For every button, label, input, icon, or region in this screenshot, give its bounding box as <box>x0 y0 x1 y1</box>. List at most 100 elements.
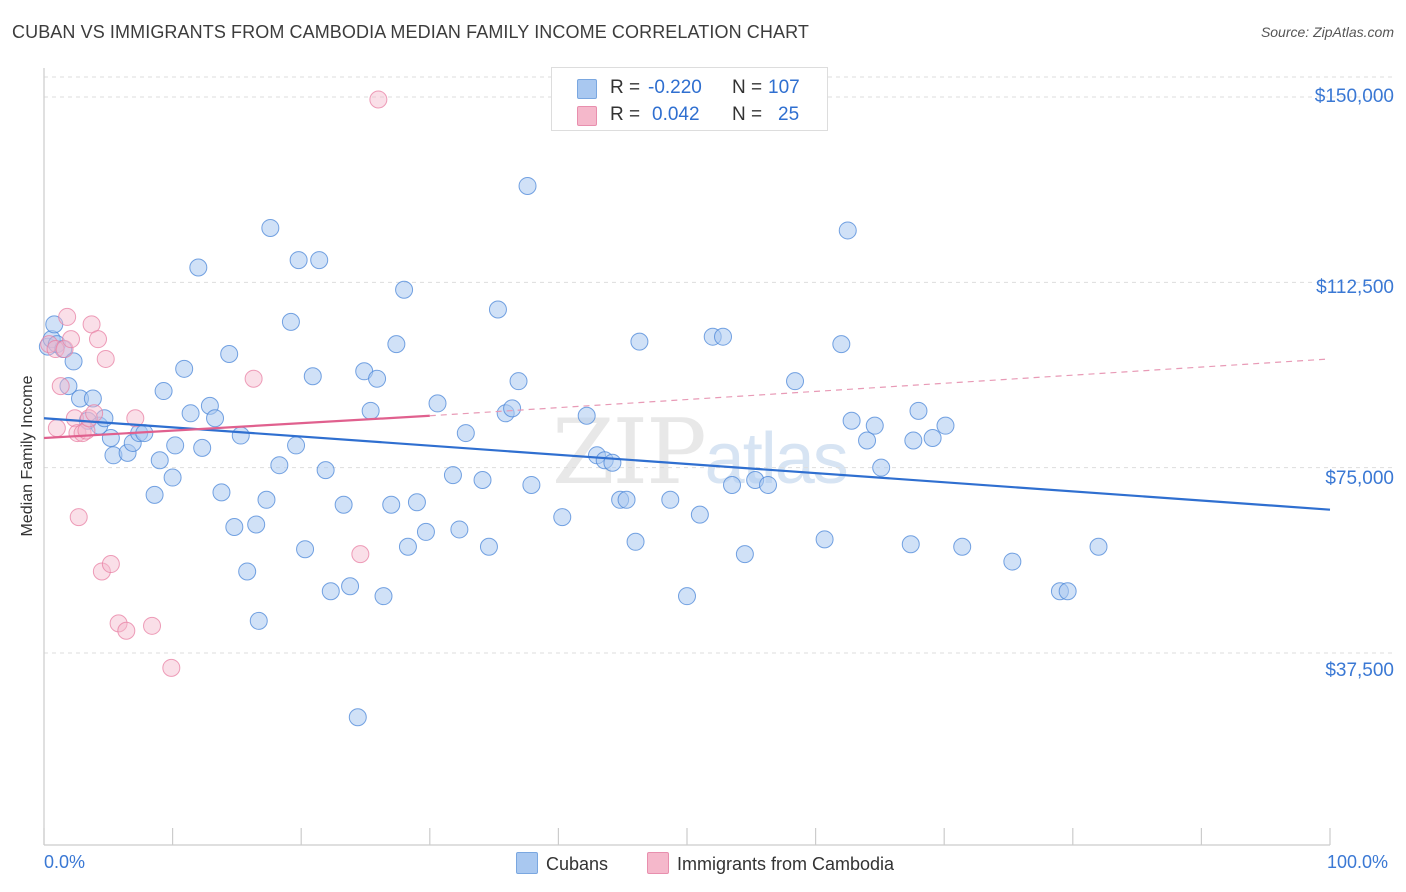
x-tick-label-max: 100.0% <box>1327 852 1389 872</box>
cubans-point <box>316 461 335 480</box>
cambodia-trend-line <box>43 414 430 440</box>
bottom-legend-cubans: Cubans <box>516 852 608 875</box>
cambodia-point <box>46 340 65 359</box>
cambodia-point <box>47 419 66 438</box>
cambodia-point <box>62 330 81 349</box>
cubans-point <box>270 456 289 475</box>
cubans-point <box>220 344 239 363</box>
cubans-point <box>1089 537 1108 556</box>
cubans-point <box>175 359 194 378</box>
bottom-legend-cambodia: Immigrants from Cambodia <box>647 852 894 875</box>
cubans-point <box>872 458 891 477</box>
cubans-point <box>416 522 435 541</box>
cubans-point <box>626 532 645 551</box>
source-label: Source: ZipAtlas.com <box>1260 24 1394 40</box>
cubans-point <box>407 493 426 512</box>
cambodia-point <box>162 658 181 677</box>
cubans-point <box>238 562 257 581</box>
cubans-point <box>522 475 541 494</box>
cambodia-point <box>96 349 115 368</box>
legend-n-value: 25 <box>778 104 800 125</box>
cubans-point <box>603 453 622 472</box>
cubans-point <box>289 251 308 270</box>
cubans-point <box>287 436 306 455</box>
cambodia-point <box>89 330 108 349</box>
y-axis-title: Median Family Income <box>19 375 36 537</box>
cubans-point <box>509 372 528 391</box>
bottom-legend-swatch-cubans <box>516 852 538 874</box>
cubans-point <box>815 530 834 549</box>
cubans-point <box>909 401 928 420</box>
bottom-legend-swatch-cambodia <box>647 852 669 874</box>
cubans-point <box>786 372 805 391</box>
cubans-point <box>303 367 322 386</box>
y-tick-label: $112,500 <box>1316 277 1394 298</box>
cubans-point <box>858 431 877 450</box>
cambodia-point <box>109 614 128 633</box>
cubans-point <box>368 369 387 388</box>
cubans-point <box>936 416 955 435</box>
cubans-point <box>83 389 102 408</box>
bottom-legend-label-cambodia: Immigrants from Cambodia <box>677 854 895 874</box>
cambodia-point <box>65 409 84 428</box>
cambodia-point <box>126 409 145 428</box>
cambodia-point <box>143 616 162 635</box>
cambodia-point <box>69 508 88 527</box>
cambodia-point <box>51 377 70 396</box>
cubans-point <box>361 401 380 420</box>
legend-row-cambodia: R = 0.042 N = 25 <box>552 102 827 128</box>
cubans-point <box>479 537 498 556</box>
cubans-trend-line <box>43 417 1331 511</box>
cubans-point <box>341 577 360 596</box>
cambodia-point <box>369 90 388 109</box>
cubans-point <box>166 436 185 455</box>
cubans-point <box>101 429 120 448</box>
cubans-point <box>723 475 742 494</box>
cubans-point <box>735 545 754 564</box>
cambodia-point <box>58 307 77 326</box>
cubans-point <box>231 426 250 445</box>
cubans-point <box>163 468 182 487</box>
cubans-point <box>261 218 280 237</box>
cubans-point <box>382 495 401 514</box>
legend-r-label: R = <box>610 77 641 98</box>
cubans-point <box>553 508 572 527</box>
cubans-point <box>398 537 417 556</box>
legend-r-label: R = <box>610 104 641 125</box>
cambodia-point <box>244 369 263 388</box>
cubans-point <box>193 438 212 457</box>
cubans-point <box>374 587 393 606</box>
cubans-point <box>225 517 244 536</box>
cubans-point <box>838 221 857 240</box>
cubans-point <box>842 411 861 430</box>
cambodia-point <box>117 621 136 640</box>
legend-n-label: N = <box>732 77 763 98</box>
y-tick-label: $150,000 <box>1314 86 1394 107</box>
cubans-point <box>154 382 173 401</box>
cubans-point <box>296 540 315 559</box>
cubans-point <box>661 490 680 509</box>
legend-r-value: -0.220 <box>648 77 702 98</box>
cubans-point <box>189 258 208 277</box>
legend-swatch-cubans <box>577 79 597 99</box>
cubans-point <box>503 399 522 418</box>
cubans-point <box>759 475 778 494</box>
cubans-point <box>181 404 200 423</box>
cubans-point <box>212 483 231 502</box>
legend-n-label: N = <box>732 104 763 125</box>
cubans-point <box>281 312 300 331</box>
cubans-point <box>923 429 942 448</box>
cubans-point <box>249 611 268 630</box>
cambodia-point <box>351 545 370 564</box>
cubans-point <box>310 251 329 270</box>
cubans-point <box>150 451 169 470</box>
cubans-point <box>473 471 492 490</box>
cubans-point <box>1003 552 1022 571</box>
cubans-point <box>348 708 367 727</box>
cubans-point <box>1058 582 1077 601</box>
watermark: ZIPatlas <box>552 400 849 505</box>
cubans-point <box>901 535 920 554</box>
y-tick-label: $37,500 <box>1325 660 1394 681</box>
cubans-point <box>577 406 596 425</box>
